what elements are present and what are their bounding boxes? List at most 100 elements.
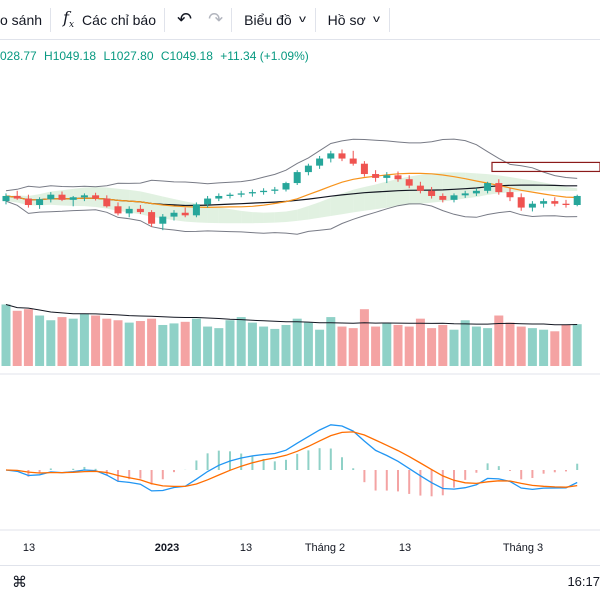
bottom-bar: ⌘ 16:17 (0, 565, 600, 600)
candle-body (372, 174, 380, 178)
volume-bar (281, 324, 291, 366)
calendar-icon[interactable]: ⌘ (12, 574, 27, 591)
candle-body (293, 172, 301, 184)
candle-body (540, 201, 548, 204)
toolbar-divider (314, 7, 316, 32)
volume-bar (292, 318, 302, 366)
cloud-segment (230, 209, 242, 224)
candle-body (383, 175, 391, 178)
time-tick: Tháng 2 (304, 542, 346, 554)
volume-bar (180, 321, 190, 366)
redo-button[interactable]: ↷ (200, 0, 231, 40)
clock-time: 16:17 (567, 574, 600, 589)
legend-open: 028.77 (0, 49, 37, 63)
redo-icon: ↷ (208, 9, 224, 29)
cloud-segment (386, 178, 398, 208)
candle-body (506, 192, 514, 198)
candle-body (58, 194, 66, 200)
volume-bar (113, 320, 123, 366)
cloud-segment (84, 186, 96, 207)
candle-body (282, 183, 290, 190)
cloud-segment (263, 212, 275, 224)
chevron-down-icon: v (298, 14, 306, 25)
undo-button[interactable]: ↶ (165, 0, 200, 40)
volume-bar (471, 326, 481, 366)
candle-body (461, 193, 469, 196)
candle-body (92, 195, 100, 199)
candle-body (136, 208, 144, 213)
volume-bar (561, 324, 571, 366)
fx-subscript: x (68, 20, 75, 31)
cloud-segment (218, 207, 230, 224)
time-tick: 2023 (154, 542, 180, 554)
volume-bar (404, 326, 414, 366)
cloud-segment (308, 202, 320, 220)
cloud-segment (286, 209, 298, 223)
cloud-segment (353, 186, 365, 213)
legend-high: H1049.18 (44, 49, 97, 63)
volume-bar (68, 318, 78, 366)
cloud-segment (375, 181, 387, 210)
time-tick: 13 (22, 542, 36, 554)
volume-bar (102, 318, 112, 366)
cloud-segment (543, 182, 555, 191)
chevron-down-icon: v (372, 14, 380, 25)
candle-body (327, 153, 335, 159)
cloud-segment (50, 190, 62, 206)
volume-bar (158, 324, 168, 366)
volume-bar (572, 324, 582, 366)
candle-body (428, 190, 436, 196)
candle-body (159, 216, 167, 224)
candle-body (416, 185, 424, 191)
cloud-segment (62, 188, 74, 206)
candle-body (192, 204, 200, 216)
volume-bar (550, 331, 560, 366)
toolbar-divider (231, 7, 233, 32)
candle-body (69, 197, 77, 200)
time-axis[interactable]: 13 2023 13 Tháng 2 13 Tháng 3 (0, 534, 600, 564)
volume-bar (438, 324, 448, 366)
candle-body (394, 175, 402, 180)
volume-bar (12, 310, 22, 366)
volume-bar (449, 329, 459, 366)
candle-body (528, 203, 536, 208)
cloud-segment (207, 205, 219, 224)
candle-body (271, 189, 279, 191)
volume-bar (169, 323, 179, 366)
candle-body (316, 158, 324, 166)
candle-body (237, 193, 245, 195)
volume-bar (483, 328, 493, 366)
volume-bar (124, 322, 134, 366)
indicators-button[interactable]: fx Các chỉ báo (51, 0, 164, 40)
candle-body (472, 190, 480, 194)
candle-body (450, 195, 458, 200)
candle-body (114, 206, 122, 214)
candle-body (215, 195, 223, 199)
chart-menu-label: Biểu đồ (244, 11, 292, 28)
candle-body (181, 212, 189, 216)
volume-bar (516, 326, 526, 366)
volume-bar (270, 328, 280, 366)
price-chart[interactable] (0, 40, 600, 534)
candle-body (148, 212, 156, 224)
compare-button[interactable]: o sánh (0, 0, 50, 40)
candle-body (338, 153, 346, 159)
volume-bar (46, 320, 56, 366)
chart-menu-button[interactable]: Biểu đồ v (232, 0, 314, 40)
ema-line (5, 172, 578, 209)
candle-body (36, 199, 44, 205)
signal-line (5, 431, 578, 488)
volume-bar (191, 318, 201, 366)
profile-menu-label: Hồ sơ (327, 11, 366, 28)
candle-body (495, 183, 503, 193)
profile-menu-button[interactable]: Hồ sơ v (316, 0, 389, 40)
cloud-segment (274, 211, 286, 223)
candle-body (551, 201, 559, 204)
volume-bar (427, 328, 437, 366)
time-tick: Tháng 3 (502, 542, 544, 554)
candle-body (2, 195, 10, 202)
toolbar-divider (388, 7, 390, 32)
volume-bar (79, 313, 89, 366)
cloud-segment (330, 193, 342, 216)
legend-close: C1049.18 (160, 49, 213, 63)
